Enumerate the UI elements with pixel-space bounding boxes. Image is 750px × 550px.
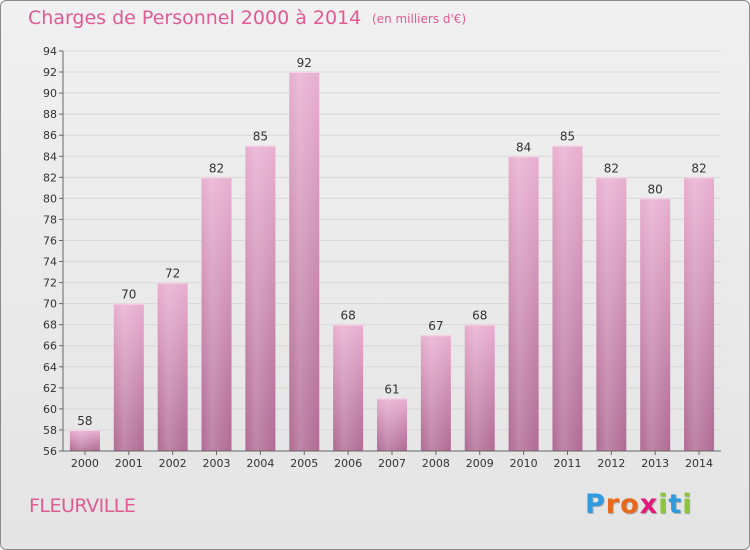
y-tick-label: 62 (43, 382, 57, 395)
bar-highlight (552, 145, 583, 451)
x-tick-label: 2014 (685, 457, 713, 470)
x-tick-label: 2009 (466, 457, 494, 470)
chart-subtitle: (en milliers d'€) (372, 12, 467, 26)
y-tick-label: 92 (43, 66, 57, 79)
y-tick-label: 82 (43, 171, 57, 184)
x-tick-label: 2007 (378, 457, 406, 470)
y-tick-label: 60 (43, 403, 57, 416)
y-tick-label: 68 (43, 319, 57, 332)
x-tick-label: 2013 (641, 457, 669, 470)
logo-letter: r (605, 489, 621, 520)
y-tick-label: 76 (43, 234, 57, 247)
bar-highlight (420, 335, 451, 451)
bar-highlight (508, 156, 539, 451)
data-label: 82 (209, 161, 224, 175)
y-tick-label: 66 (43, 340, 57, 353)
y-tick-label: 78 (43, 213, 57, 226)
logo-letter: P (585, 489, 606, 520)
x-tick-label: 2001 (115, 457, 143, 470)
logo-letter: i (658, 489, 669, 520)
data-label: 82 (604, 161, 619, 175)
x-tick-label: 2011 (553, 457, 581, 470)
bar-highlight (640, 198, 671, 451)
bar-highlight (113, 303, 144, 451)
data-label: 70 (121, 288, 136, 302)
x-tick-label: 2006 (334, 457, 362, 470)
chart-title: Charges de Personnel 2000 à 2014 (28, 7, 362, 29)
y-tick-label: 74 (43, 256, 57, 269)
y-tick-label: 86 (43, 129, 57, 142)
y-tick-label: 64 (43, 361, 57, 374)
y-tick-label: 84 (43, 150, 57, 163)
logo-letter: x (639, 489, 659, 520)
logo-letter: o (620, 489, 640, 520)
proxiti-logo: Proxiti (585, 489, 693, 520)
y-tick-label: 70 (43, 298, 57, 311)
y-tick-label: 90 (43, 87, 57, 100)
bars (69, 72, 715, 451)
y-tick-label: 72 (43, 277, 57, 290)
x-tick-label: 2012 (597, 457, 625, 470)
data-label: 80 (648, 182, 663, 196)
bar-highlight (289, 72, 320, 451)
x-tick-label: 2003 (203, 457, 231, 470)
labels: 56 58 60 62 64 66 68 70 72 74 76 78 80 82 84 86 88 90 92 94… (43, 45, 713, 470)
data-label: 85 (253, 130, 268, 144)
x-tick-label: 2008 (422, 457, 450, 470)
bar-highlight (69, 429, 100, 451)
x-tick-label: 2002 (159, 457, 187, 470)
data-label: 67 (428, 319, 443, 333)
x-tick-label: 2005 (290, 457, 318, 470)
data-label: 58 (77, 414, 92, 428)
data-label: 84 (516, 140, 531, 154)
y-tick-label: 80 (43, 192, 57, 205)
logo-letter: i (682, 489, 693, 520)
y-tick-label: 56 (43, 445, 57, 458)
bar-highlight (464, 324, 495, 451)
x-tick-label: 2004 (246, 457, 274, 470)
y-tick-label: 94 (43, 45, 57, 58)
bar-highlight (201, 177, 232, 451)
x-tick-label: 2010 (510, 457, 538, 470)
y-tick-label: 58 (43, 424, 57, 437)
x-tick-label: 2000 (71, 457, 99, 470)
data-label: 85 (560, 130, 575, 144)
y-tick-label: 88 (43, 108, 57, 121)
data-label: 68 (340, 309, 355, 323)
logo-letter: t (668, 489, 683, 520)
bar-highlight (684, 177, 715, 451)
bar-highlight (333, 324, 364, 451)
data-label: 92 (297, 56, 312, 70)
axes (59, 50, 721, 455)
data-label: 82 (691, 161, 706, 175)
data-label: 72 (165, 267, 180, 281)
bar-highlight (245, 145, 276, 451)
commune-name: FLEURVILLE (29, 495, 136, 517)
data-label: 68 (472, 309, 487, 323)
bar-highlight (596, 177, 627, 451)
data-label: 61 (384, 382, 399, 396)
bar-highlight (157, 282, 188, 451)
bar-highlight (377, 398, 407, 451)
